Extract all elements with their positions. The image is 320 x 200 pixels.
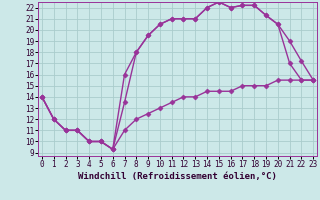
X-axis label: Windchill (Refroidissement éolien,°C): Windchill (Refroidissement éolien,°C) [78, 172, 277, 181]
